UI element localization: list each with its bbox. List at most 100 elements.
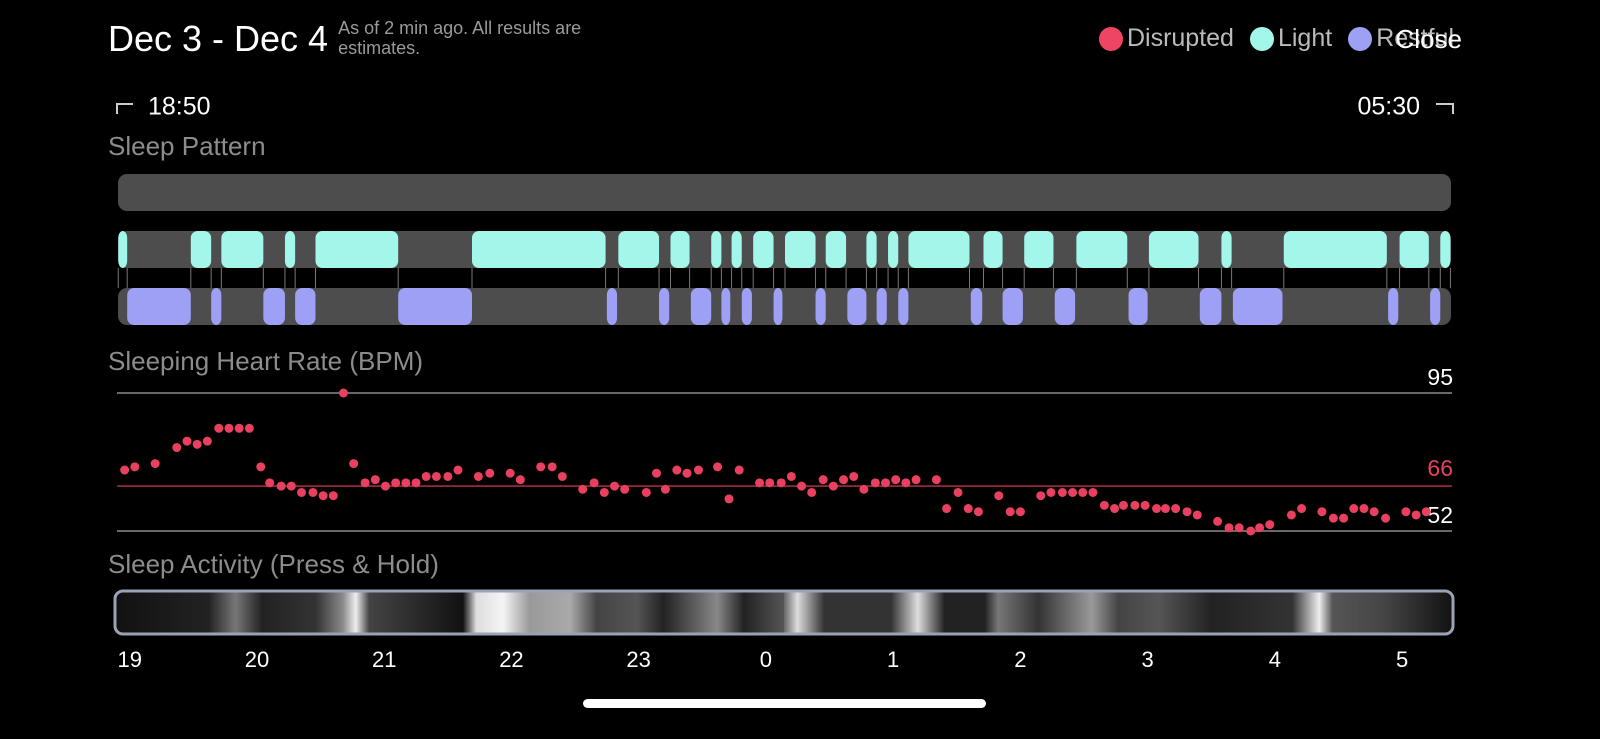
heart-rate-dot <box>1255 523 1265 533</box>
heart-rate-dot <box>765 478 775 488</box>
y-tick-label: 52 <box>1427 502 1453 528</box>
heart-rate-dot <box>1328 513 1338 523</box>
heart-rate-dot <box>256 462 266 472</box>
heart-rate-dot <box>1265 520 1275 530</box>
heart-rate-dot <box>994 491 1004 501</box>
heart-rate-dot <box>318 491 328 501</box>
heart-rate-dot <box>755 478 765 488</box>
heart-rate-dot <box>578 484 588 494</box>
close-button[interactable]: Close <box>1395 24 1462 54</box>
heart-rate-dot <box>818 475 828 485</box>
end-bracket <box>1436 103 1454 114</box>
heart-rate-dot <box>942 504 952 514</box>
heart-rate-dot <box>1078 487 1088 497</box>
restful-segment <box>1199 288 1222 325</box>
heart-rate-dot <box>1099 500 1109 510</box>
heart-rate-dot <box>411 478 421 488</box>
average-label: 66 <box>1427 455 1453 481</box>
start-bracket <box>116 103 133 114</box>
heart-rate-dot <box>515 475 525 485</box>
heart-rate-dot <box>1005 507 1015 517</box>
light-segment <box>618 231 660 268</box>
disrupted-row <box>118 174 1451 211</box>
end-time: 05:30 <box>1357 93 1420 121</box>
heart-rate-dot <box>286 481 296 491</box>
legend-item: Disrupted <box>1098 24 1234 53</box>
heart-rate-dot <box>911 475 921 485</box>
light-segment <box>1024 231 1054 268</box>
restful-segment <box>690 288 712 325</box>
heart-rate-dot <box>620 484 630 494</box>
heart-rate-dot <box>1246 526 1256 536</box>
heart-rate-dot <box>651 468 661 478</box>
light-segment <box>908 231 970 268</box>
heart-rate-dot <box>338 388 348 398</box>
heart-rate-dot <box>192 439 202 449</box>
light-segment <box>731 231 742 268</box>
x-tick-label: 5 <box>1396 647 1408 672</box>
heart-rate-dot <box>1421 507 1431 517</box>
light-segment <box>866 231 877 268</box>
heart-rate-dot <box>391 478 401 488</box>
heart-rate-dot <box>1015 507 1025 517</box>
heart-rate-dot <box>120 465 130 475</box>
heart-rate-dot <box>881 478 891 488</box>
heart-rate-dot <box>130 462 140 472</box>
heart-rate-dot <box>536 462 546 472</box>
restful-segment <box>295 288 316 325</box>
heart-rate-dot <box>870 478 880 488</box>
heart-rate-dot <box>214 423 224 433</box>
legend-label: Light <box>1277 24 1333 52</box>
heart-rate-dot <box>660 484 670 494</box>
restful-segment <box>898 288 909 325</box>
restful-segment <box>970 288 983 325</box>
restful-segment <box>741 288 752 325</box>
restful-segment <box>876 288 887 325</box>
restful-segment <box>721 288 731 325</box>
section-title: Sleep Activity (Press & Hold) <box>108 549 439 579</box>
restful-segment <box>398 288 472 325</box>
heart-rate-dot <box>1057 487 1067 497</box>
light-segment <box>284 231 296 268</box>
heart-rate-dot <box>349 459 359 469</box>
section-title: Sleeping Heart Rate (BPM) <box>108 346 423 376</box>
heart-rate-dot <box>1192 510 1202 520</box>
x-tick-label: 2 <box>1014 647 1026 672</box>
heart-rate-dot <box>401 478 411 488</box>
home-indicator <box>583 699 986 708</box>
heart-rate-dot <box>276 481 286 491</box>
x-tick-label: 1 <box>887 647 899 672</box>
x-tick-label: 23 <box>626 647 650 672</box>
heart-rate-dot <box>891 475 901 485</box>
heart-rate-dot <box>1411 510 1421 520</box>
x-tick-label: 4 <box>1269 647 1281 672</box>
legend-dot <box>1098 26 1123 51</box>
legend-item: Restful <box>1348 24 1454 53</box>
legend-label: Restful <box>1376 24 1454 52</box>
legend: Disrupted Light Restful <box>1083 24 1454 53</box>
activity-strip[interactable] <box>113 589 1455 636</box>
heart-rate-dot <box>421 471 431 481</box>
heart-rate-dot <box>1171 504 1181 514</box>
heart-rate-dot <box>328 491 338 501</box>
heart-rate-dot <box>828 481 838 491</box>
heart-rate-dot <box>443 471 453 481</box>
light-segment <box>1221 231 1232 268</box>
heart-rate-dot <box>1297 504 1307 514</box>
light-segment <box>1440 231 1451 268</box>
heart-rate-dot <box>1036 491 1046 501</box>
section-title: Sleep Pattern <box>108 131 266 161</box>
x-tick-label: 21 <box>372 647 396 672</box>
heart-rate-dot <box>953 487 963 497</box>
legend-dot <box>1348 26 1373 51</box>
heart-rate-dot <box>244 423 254 433</box>
heart-rate-dot <box>1140 500 1150 510</box>
heart-rate-dot <box>224 423 234 433</box>
light-segment <box>1399 231 1429 268</box>
light-segment <box>785 231 816 268</box>
title: Dec 3 - Dec 4 <box>108 18 329 59</box>
light-segment <box>670 231 690 268</box>
heart-rate-dot <box>786 471 796 481</box>
y-tick-label: 95 <box>1427 364 1453 390</box>
